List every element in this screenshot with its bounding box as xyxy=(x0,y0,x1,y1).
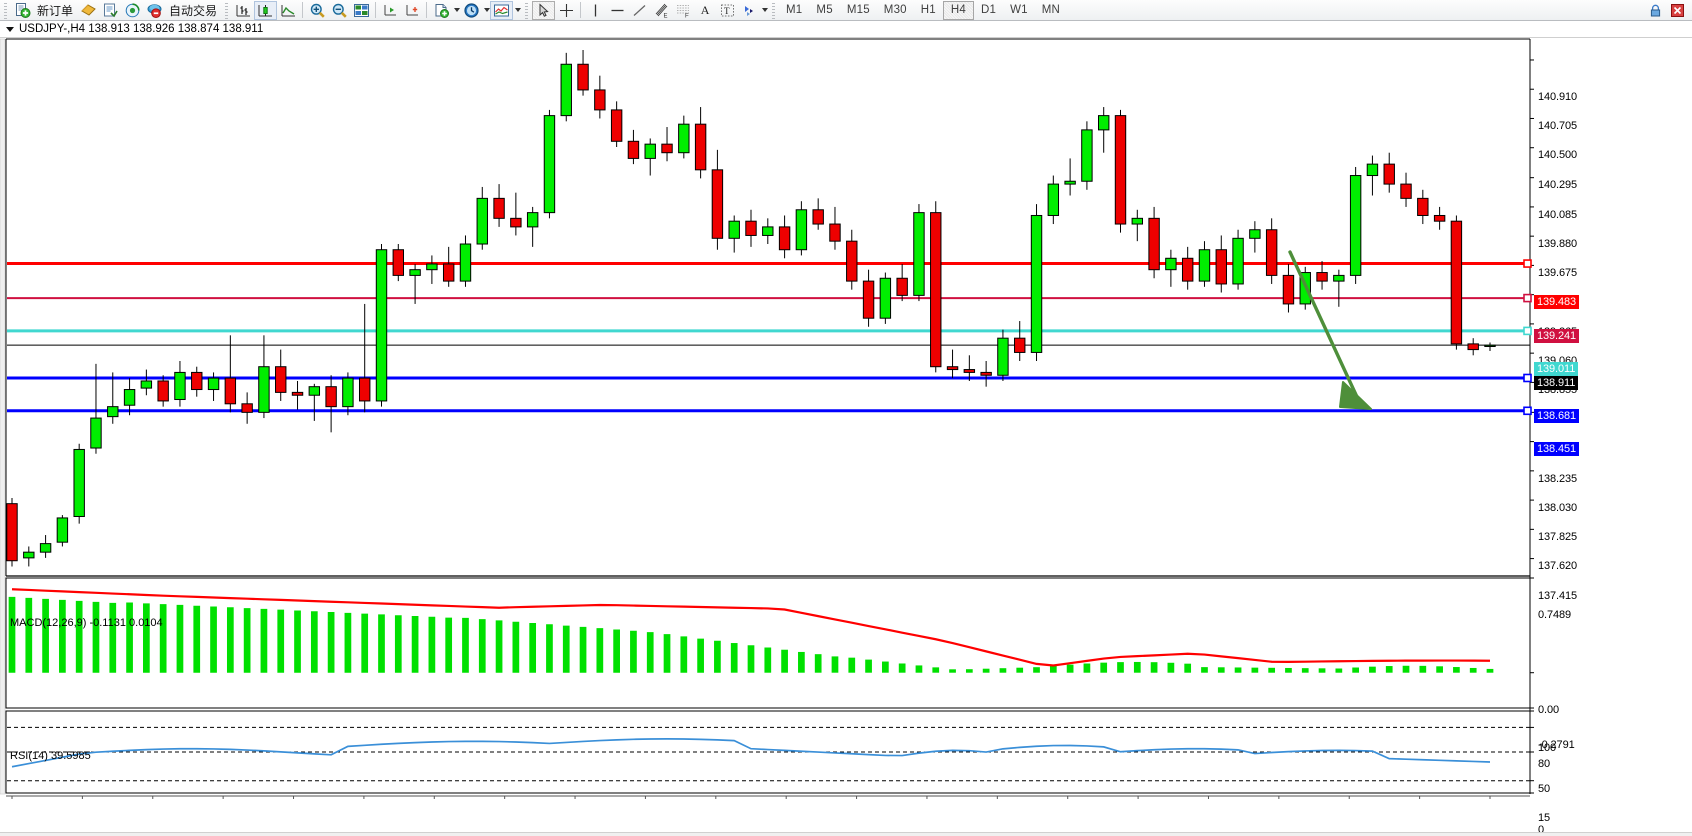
svg-text:T: T xyxy=(724,6,730,16)
templates-dropdown-caret[interactable] xyxy=(515,8,522,12)
toolbar-divider-3 xyxy=(426,2,428,18)
scroll-end-icon[interactable] xyxy=(379,1,401,20)
price-axis-tick: 137.415 xyxy=(1538,589,1578,602)
toolbar-grip-4[interactable] xyxy=(770,1,778,19)
shapes-icon[interactable] xyxy=(738,1,760,20)
price-axis-tick: 139.880 xyxy=(1538,237,1578,250)
lock-icon[interactable] xyxy=(1644,1,1666,20)
tf-m30[interactable]: M30 xyxy=(883,4,907,16)
toolbar-grip-3[interactable] xyxy=(523,1,531,19)
price-axis-tick: 140.500 xyxy=(1538,149,1578,162)
bar-chart-icon[interactable] xyxy=(232,1,254,20)
vertical-line-icon[interactable] xyxy=(584,1,606,20)
price-axis-tick: 140.295 xyxy=(1538,178,1578,191)
tf-d1[interactable]: D1 xyxy=(981,4,997,16)
rsi-axis-tick: 100 xyxy=(1538,742,1557,754)
main-toolbar: 新订单 xyxy=(0,0,1692,21)
toolbar-divider xyxy=(302,2,304,18)
price-axis-tick: 140.085 xyxy=(1538,208,1578,221)
period-icon[interactable] xyxy=(460,1,482,20)
crosshair-icon[interactable] xyxy=(555,1,577,20)
bearish-arrow-icon xyxy=(1288,250,1372,410)
price-axis-tick: 137.620 xyxy=(1538,560,1578,573)
toolbar-divider-4 xyxy=(580,2,582,18)
rsi-indicator-label: RSI(14) 39.5985 xyxy=(10,750,91,762)
rsi-axis-tick: 50 xyxy=(1538,783,1551,795)
auto-trading-icon[interactable] xyxy=(143,1,165,20)
period-dropdown-caret[interactable] xyxy=(484,8,491,12)
indicator-dropdown-caret[interactable] xyxy=(454,8,461,12)
price-level-tag[interactable]: 139.483 xyxy=(1534,294,1580,309)
chart-area[interactable]: 140.910 140.705 140.500 140.295 140.085 139.8… xyxy=(0,38,1692,836)
tf-h4[interactable]: H4 xyxy=(942,0,974,20)
toolbar-grip[interactable] xyxy=(2,1,9,19)
toolbar-grip-2[interactable] xyxy=(223,1,231,19)
price-level-tag[interactable]: 139.011 xyxy=(1534,361,1579,376)
rsi-axis-tick: 15 xyxy=(1538,811,1551,824)
toolbar-right-group xyxy=(1644,1,1692,20)
status-bar xyxy=(0,832,1692,836)
zoom-out-icon[interactable] xyxy=(328,1,350,20)
equidistant-channel-icon[interactable]: E xyxy=(650,1,672,20)
data-window-icon[interactable] xyxy=(350,1,372,20)
navigator-icon[interactable] xyxy=(121,1,143,20)
trendline-icon[interactable] xyxy=(628,1,650,20)
templates-icon[interactable] xyxy=(490,0,514,20)
shapes-dropdown-caret[interactable] xyxy=(762,8,769,12)
tf-m15[interactable]: M15 xyxy=(846,4,870,16)
price-axis-tick: 139.675 xyxy=(1538,267,1578,280)
tf-w1[interactable]: W1 xyxy=(1010,4,1028,16)
price-axis-tick: 138.235 xyxy=(1538,472,1578,485)
macd-signal-line xyxy=(11,588,1491,667)
tf-mn[interactable]: MN xyxy=(1041,4,1061,16)
expert-advisor-icon[interactable] xyxy=(77,1,99,20)
price-axis-tick: 138.030 xyxy=(1538,501,1578,514)
add-indicator-icon[interactable] xyxy=(430,1,452,20)
rsi-axis-tick: 0 xyxy=(1538,824,1545,836)
new-order-label[interactable]: 新订单 xyxy=(37,3,74,18)
tf-m1[interactable]: M1 xyxy=(786,4,803,16)
horizontal-line-icon[interactable] xyxy=(606,1,628,20)
price-level-tag[interactable]: 138.911 xyxy=(1534,376,1579,391)
price-level-tag[interactable]: 138.681 xyxy=(1534,408,1580,423)
price-axis-tick: 137.825 xyxy=(1538,531,1578,544)
close-icon[interactable] xyxy=(1666,1,1688,20)
svg-text:F: F xyxy=(685,13,689,19)
cursor-icon[interactable] xyxy=(532,0,556,20)
macd-axis-tick: 0.7489 xyxy=(1538,609,1572,621)
rsi-line xyxy=(11,738,1491,768)
price-axis-tick: 140.910 xyxy=(1538,90,1578,103)
market-watch-icon[interactable] xyxy=(99,1,121,20)
candlestick-series xyxy=(6,49,1496,567)
tf-m5[interactable]: M5 xyxy=(816,4,833,16)
macd-histogram xyxy=(8,596,1494,673)
candlestick-chart-icon[interactable] xyxy=(254,0,278,20)
chart-menu-caret-icon[interactable] xyxy=(6,26,14,32)
macd-axis-tick: -0.2791 xyxy=(1538,739,1575,751)
svg-text:E: E xyxy=(663,13,667,19)
zoom-in-icon[interactable] xyxy=(306,1,328,20)
text-icon[interactable]: A xyxy=(700,2,710,17)
fibonacci-icon[interactable]: F xyxy=(672,1,694,20)
rsi-axis-tick: 80 xyxy=(1538,758,1551,771)
toolbar-divider-2 xyxy=(375,2,377,18)
price-level-tag[interactable]: 138.451 xyxy=(1534,441,1580,456)
new-order-icon[interactable] xyxy=(11,1,33,20)
macd-axis-tick: 0.00 xyxy=(1538,703,1560,716)
macd-indicator-label: MACD(12,26,9) -0.1131 0.0104 xyxy=(10,617,163,629)
price-axis-tick: 140.705 xyxy=(1538,120,1578,133)
symbol-info-bar: USDJPY-,H4 138.913 138.926 138.874 138.9… xyxy=(0,21,1692,38)
chart-shift-icon[interactable] xyxy=(401,1,423,20)
line-chart-icon[interactable] xyxy=(277,1,299,20)
tf-h1[interactable]: H1 xyxy=(920,4,936,16)
price-level-tag[interactable]: 139.241 xyxy=(1534,329,1580,344)
chart-canvas[interactable] xyxy=(0,38,1692,836)
text-label-icon[interactable]: T xyxy=(716,1,738,20)
symbol-quote-text: USDJPY-,H4 138.913 138.926 138.874 138.9… xyxy=(19,23,264,35)
auto-trading-label[interactable]: 自动交易 xyxy=(169,3,218,18)
